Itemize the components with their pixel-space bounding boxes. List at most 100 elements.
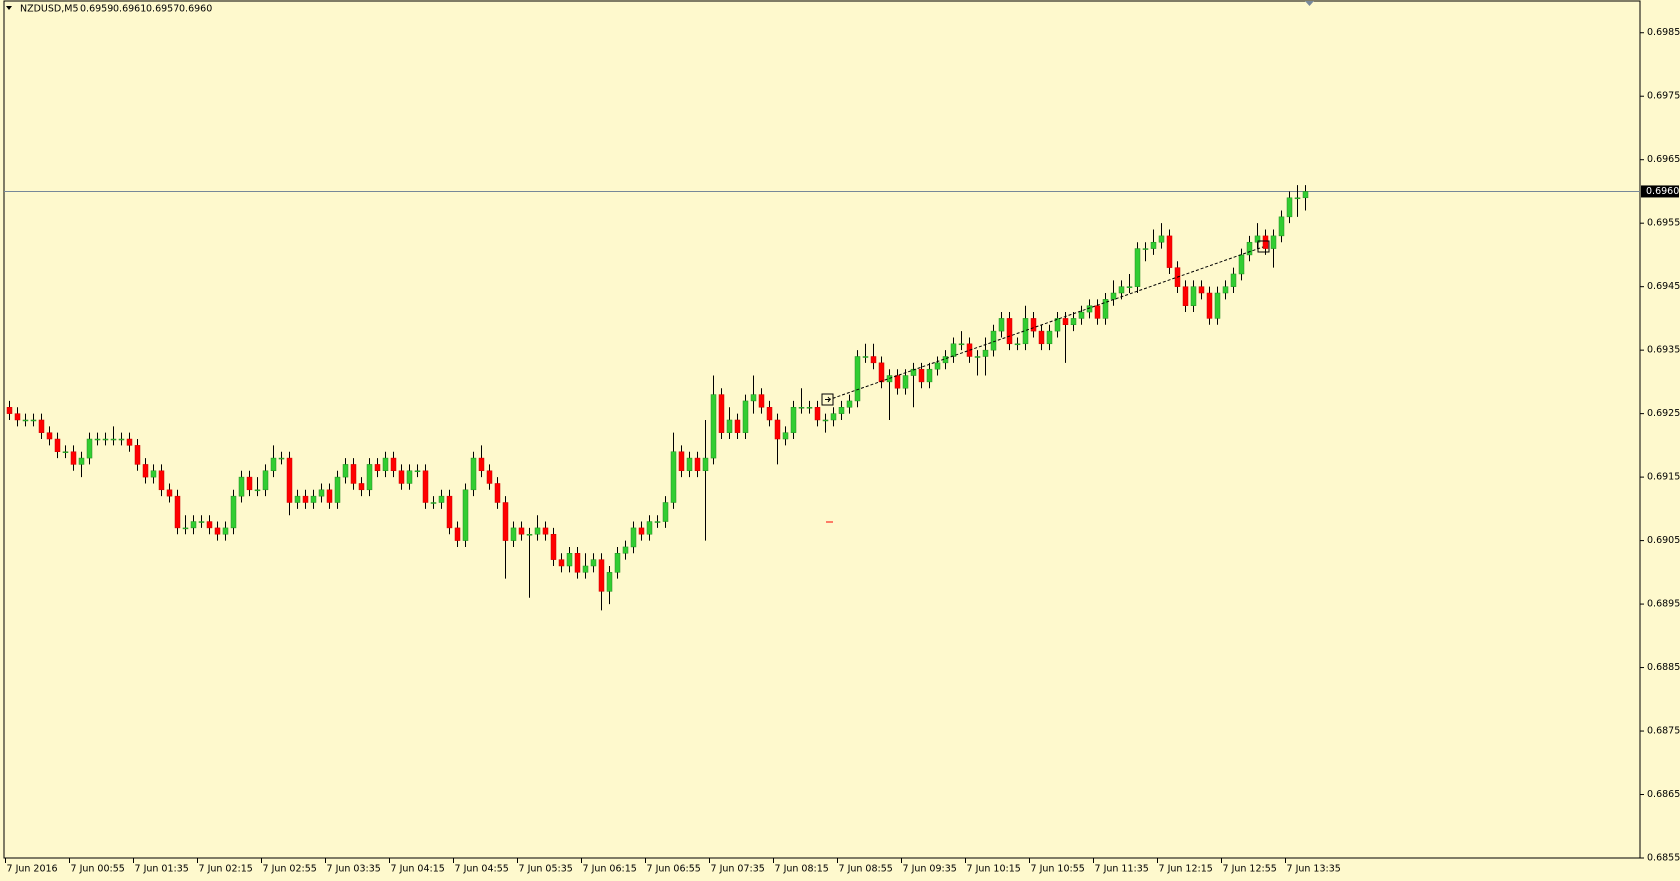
candle-body [1206, 292, 1213, 319]
candle-body [222, 527, 229, 535]
y-tick-label: 0.6905 [1647, 535, 1680, 546]
candle-body [654, 521, 661, 523]
candle-body [838, 407, 845, 414]
header-low: 0.6957 [146, 4, 179, 15]
candle-body [814, 407, 821, 421]
candle-body [374, 464, 381, 472]
candle-body [158, 470, 165, 491]
candle-body [950, 343, 957, 357]
candle-body [1078, 311, 1085, 319]
y-tick-label: 0.6875 [1647, 726, 1680, 737]
x-tick-label: 7 Jun 2016 [7, 864, 58, 875]
candle-body [526, 533, 533, 536]
candle-body [1198, 286, 1205, 294]
y-tick-label: 0.6925 [1647, 408, 1680, 419]
candle-body [326, 489, 333, 503]
candle-body [502, 502, 509, 541]
candle-body [238, 476, 245, 497]
candle-body [78, 457, 85, 465]
candle-body [750, 394, 757, 402]
trade-close-marker[interactable] [1257, 240, 1270, 253]
candle-body [134, 445, 141, 465]
candle-body [774, 419, 781, 440]
menu-arrow[interactable] [6, 6, 12, 10]
candle-body [446, 495, 453, 529]
candle-body [198, 521, 205, 523]
candle-body [790, 407, 797, 433]
candle-body [510, 527, 517, 541]
y-tick-label: 0.6885 [1647, 662, 1680, 673]
symbol: NZDUSD,M5 [20, 4, 79, 15]
header-high: 0.6961 [113, 4, 146, 15]
candle-body [1302, 191, 1309, 199]
candle-body [286, 457, 293, 503]
candle-body [1014, 343, 1021, 346]
candle-body [598, 559, 605, 592]
candle-body [974, 356, 981, 358]
candle-body [14, 413, 21, 421]
header-close: 0.6960 [179, 4, 212, 15]
candle-body [550, 533, 557, 560]
candle-body [462, 489, 469, 541]
candle-body [1166, 235, 1173, 268]
candle-body [1118, 286, 1125, 294]
candle-body [1278, 216, 1285, 237]
candle-body [574, 553, 581, 573]
candle-body [350, 464, 357, 484]
shift-marker[interactable] [1305, 1, 1314, 6]
candle-body [646, 521, 653, 535]
last-price-box [1641, 185, 1679, 198]
candle-body [766, 407, 773, 421]
candle-body [1054, 318, 1061, 332]
candle-body [278, 457, 285, 460]
candle-body [1062, 318, 1069, 326]
candle-body [262, 470, 269, 491]
x-tick-label: 7 Jun 10:55 [1031, 864, 1085, 875]
candle-body [1182, 286, 1189, 306]
candle-body [718, 394, 725, 433]
candle-body [382, 457, 389, 472]
x-tick-label: 7 Jun 02:15 [199, 864, 253, 875]
candle-body [702, 457, 709, 472]
candle-body [1094, 305, 1101, 319]
candle-body [102, 438, 109, 441]
candle-body [230, 495, 237, 529]
candle-body [470, 457, 477, 491]
y-tick-label: 0.6855 [1647, 853, 1680, 864]
x-tick-label: 7 Jun 04:55 [455, 864, 509, 875]
candle-body [390, 457, 397, 472]
candle-body [638, 527, 645, 535]
candle-body [1214, 292, 1221, 319]
candle-body [614, 553, 621, 573]
x-tick-label: 7 Jun 08:15 [775, 864, 829, 875]
x-tick-label: 7 Jun 10:15 [967, 864, 1021, 875]
candle-body [414, 470, 421, 473]
y-tick-label: 0.6895 [1647, 599, 1680, 610]
y-tick-label: 0.6985 [1647, 27, 1680, 38]
candle-body [166, 489, 173, 497]
candle-body [958, 343, 965, 346]
candle-body [798, 407, 805, 409]
candle-body [678, 451, 685, 472]
trade-open-marker[interactable] [821, 393, 834, 406]
candle-body [126, 438, 133, 446]
candle-body [670, 451, 677, 503]
x-tick-label: 7 Jun 06:55 [647, 864, 701, 875]
x-tick-label: 7 Jun 08:55 [839, 864, 893, 875]
y-tick-label: 0.6935 [1647, 345, 1680, 356]
candle-body [1142, 248, 1149, 250]
plot-frame [3, 0, 1641, 859]
candle-body [430, 502, 437, 504]
candle-body [182, 527, 189, 530]
candle-body [1006, 318, 1013, 345]
candle-body [1030, 318, 1037, 332]
trade-line [827, 246, 1264, 401]
candle-body [894, 375, 901, 389]
candle-body [62, 451, 69, 453]
candle-body [982, 349, 989, 357]
candle-body [630, 527, 637, 548]
candle-body [46, 432, 53, 440]
candle-body [142, 464, 149, 478]
